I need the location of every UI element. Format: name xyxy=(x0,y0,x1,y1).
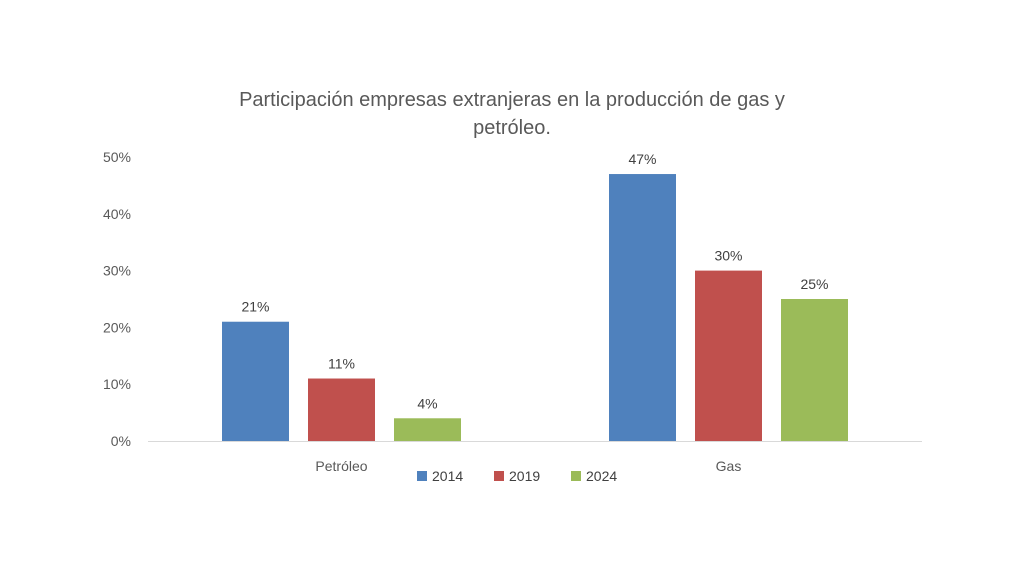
data-labels: 21% 11% 4% 47% 30% 25% xyxy=(241,151,828,411)
legend: 2014 2019 2024 xyxy=(417,468,617,484)
bar-2014-gas xyxy=(609,174,676,442)
legend-swatch xyxy=(571,471,581,481)
y-tick-label: 0% xyxy=(111,433,131,449)
x-axis: Petróleo Gas xyxy=(315,458,741,474)
bar-2024-petroleo xyxy=(394,418,461,441)
legend-swatch xyxy=(494,471,504,481)
legend-label: 2014 xyxy=(432,468,463,484)
data-label: 4% xyxy=(417,395,437,411)
legend-label: 2024 xyxy=(586,468,617,484)
bars xyxy=(222,174,848,442)
y-tick-label: 50% xyxy=(103,149,131,165)
y-axis: 0% 10% 20% 30% 40% 50% xyxy=(103,149,131,449)
data-label: 11% xyxy=(328,356,355,372)
y-tick-label: 30% xyxy=(103,263,131,279)
bar-2019-petroleo xyxy=(308,378,375,441)
data-label: 21% xyxy=(241,299,269,315)
y-tick-label: 20% xyxy=(103,319,131,335)
legend-swatch xyxy=(417,471,427,481)
legend-label: 2019 xyxy=(509,468,540,484)
bar-2014-petroleo xyxy=(222,321,289,441)
x-category-label: Gas xyxy=(716,458,742,474)
data-label: 47% xyxy=(628,151,656,167)
bar-2024-gas xyxy=(781,299,848,441)
y-tick-label: 10% xyxy=(103,376,131,392)
data-label: 25% xyxy=(800,276,828,292)
y-tick-label: 40% xyxy=(103,206,131,222)
chart-title: Participación empresas extranjeras en la… xyxy=(239,89,785,139)
x-category-label: Petróleo xyxy=(315,458,367,474)
bar-2019-gas xyxy=(695,270,762,441)
data-label: 30% xyxy=(714,248,742,264)
